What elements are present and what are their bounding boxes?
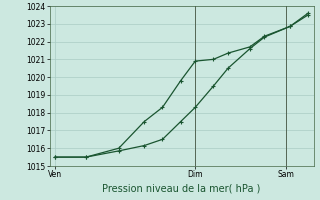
X-axis label: Pression niveau de la mer( hPa ): Pression niveau de la mer( hPa ) [102, 183, 261, 193]
